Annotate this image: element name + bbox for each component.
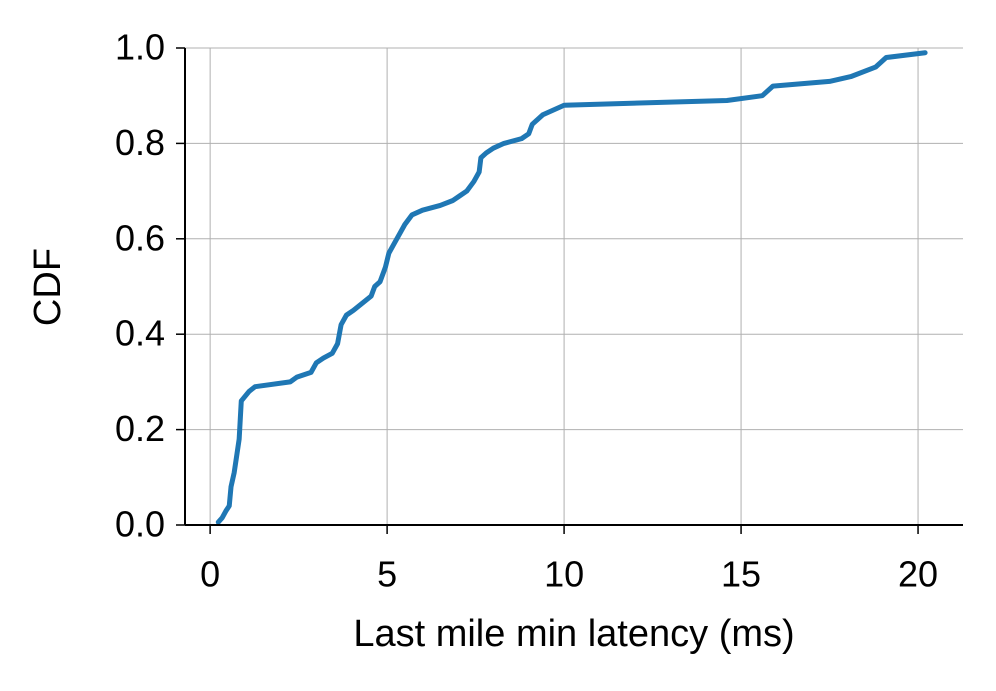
- x-tick-label: 15: [721, 554, 761, 595]
- x-tick-label: 0: [200, 554, 220, 595]
- y-tick-label: 0.6: [115, 217, 165, 258]
- y-tick-label: 0.0: [115, 504, 165, 545]
- plot-area: [215, 50, 928, 525]
- x-tick-label: 5: [377, 554, 397, 595]
- x-axis-label: Last mile min latency (ms): [353, 613, 794, 655]
- y-tick-label: 0.4: [115, 313, 165, 354]
- cdf-line: [215, 50, 928, 525]
- x-tick-label: 10: [544, 554, 584, 595]
- x-tick-label: 20: [898, 554, 938, 595]
- y-tick-label: 1.0: [115, 27, 165, 68]
- y-axis-label: CDF: [27, 248, 69, 326]
- y-tick-label: 0.8: [115, 122, 165, 163]
- grid: [185, 47, 963, 526]
- y-tick-label: 0.2: [115, 408, 165, 449]
